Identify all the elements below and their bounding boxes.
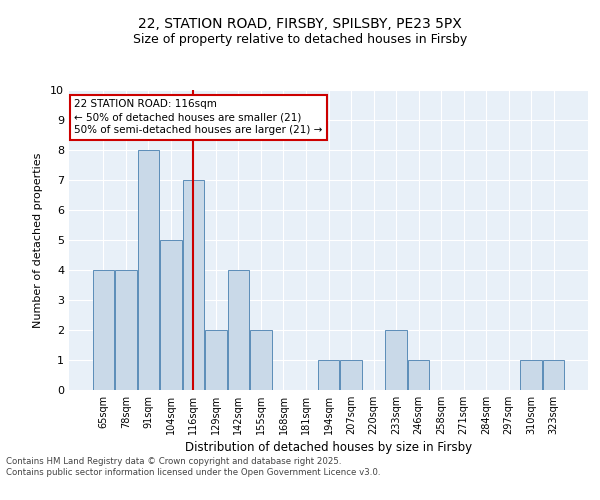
Bar (160, 240, 182, 390)
Text: 22, STATION ROAD, FIRSBY, SPILSBY, PE23 5PX: 22, STATION ROAD, FIRSBY, SPILSBY, PE23 … (138, 18, 462, 32)
Bar (520, 360, 542, 390)
Bar (250, 330, 272, 390)
Bar (408, 360, 429, 390)
Bar (340, 360, 362, 390)
Bar (137, 150, 159, 390)
Text: Size of property relative to detached houses in Firsby: Size of property relative to detached ho… (133, 32, 467, 46)
Bar (115, 270, 137, 390)
Bar (92, 270, 114, 390)
Y-axis label: Number of detached properties: Number of detached properties (33, 152, 43, 328)
Bar (182, 180, 204, 390)
Bar (228, 270, 249, 390)
Bar (543, 360, 565, 390)
Bar (385, 330, 407, 390)
Bar (205, 330, 227, 390)
X-axis label: Distribution of detached houses by size in Firsby: Distribution of detached houses by size … (185, 441, 472, 454)
Text: Contains HM Land Registry data © Crown copyright and database right 2025.
Contai: Contains HM Land Registry data © Crown c… (6, 458, 380, 477)
Text: 22 STATION ROAD: 116sqm
← 50% of detached houses are smaller (21)
50% of semi-de: 22 STATION ROAD: 116sqm ← 50% of detache… (74, 99, 323, 136)
Bar (318, 360, 339, 390)
